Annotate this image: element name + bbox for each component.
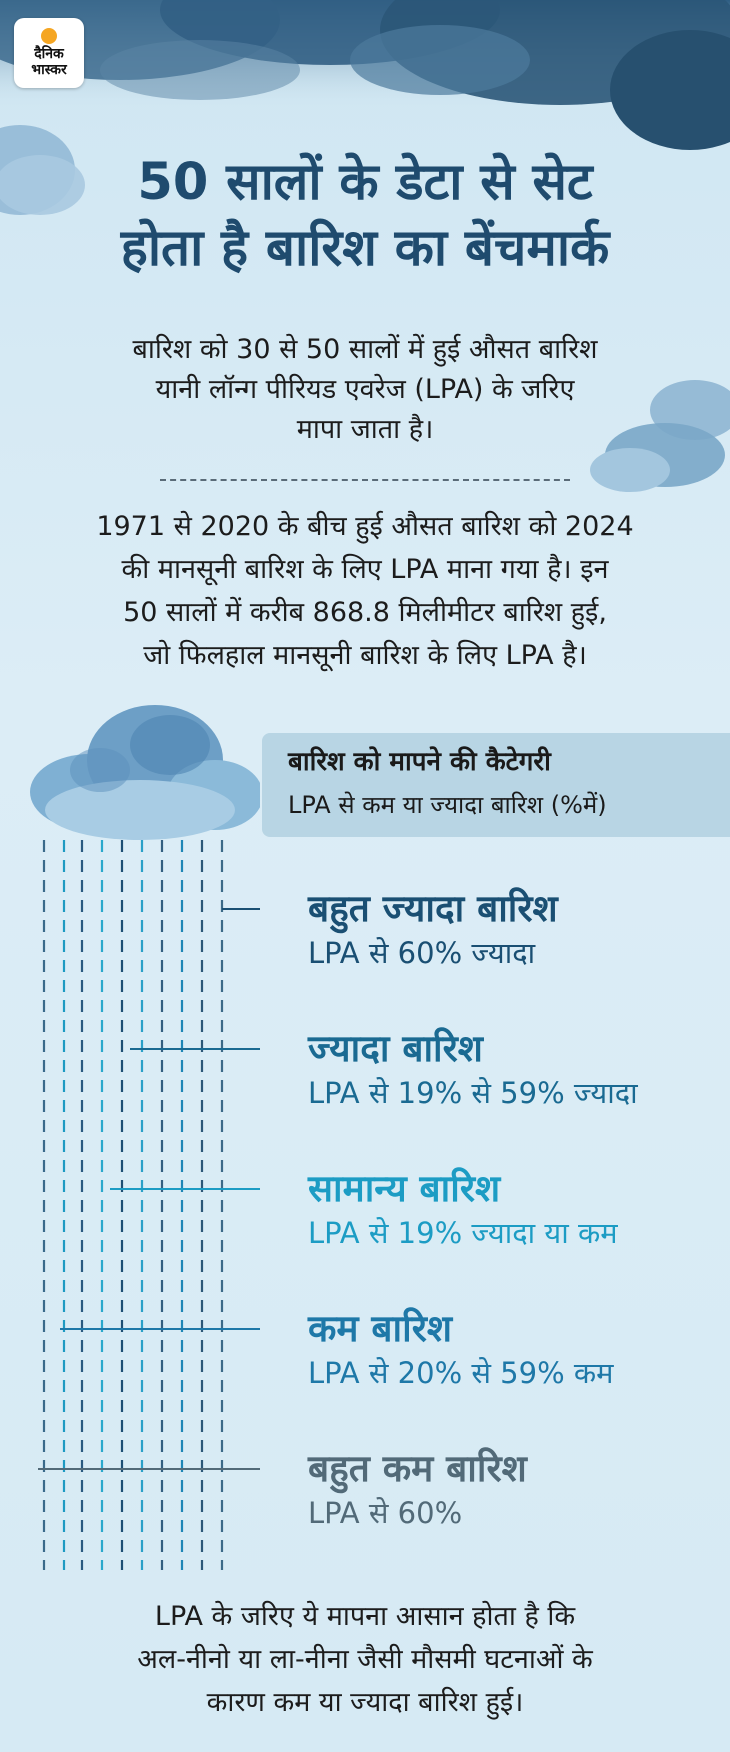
- intro-line-3: मापा जाता है।: [296, 414, 434, 445]
- arrow-high: [130, 1048, 260, 1050]
- category-name: बहुत कम बारिश: [308, 1447, 527, 1490]
- category-header-box: [262, 733, 730, 837]
- outro-line-3: कारण कम या ज्यादा बारिश हुई।: [206, 1687, 524, 1718]
- storm-cloud-banner: [0, 0, 730, 150]
- lpa-paragraph: 1971 से 2020 के बीच हुई औसत बारिश को 202…: [30, 505, 700, 677]
- left-cloud-decoration: [0, 125, 85, 215]
- paragraph-line-1: 1971 से 2020 के बीच हुई औसत बारिश को 202…: [96, 511, 634, 542]
- arrow-normal: [110, 1188, 260, 1190]
- outro-line-2: अल-नीनो या ला-नीना जैसी मौसमी घटनाओं के: [137, 1644, 593, 1675]
- paragraph-line-3: 50 सालों में करीब 868.8 मिलीमीटर बारिश ह…: [123, 597, 607, 628]
- category-header-subtitle: LPA से कम या ज्यादा बारिश (%में): [288, 791, 607, 819]
- intro-text: बारिश को 30 से 50 सालों में हुई औसत बारि…: [60, 330, 670, 450]
- outro-text: LPA के जरिए ये मापना आसान होता है कि अल-…: [40, 1595, 690, 1724]
- intro-line-1: बारिश को 30 से 50 सालों में हुई औसत बारि…: [132, 334, 598, 365]
- category-desc: LPA से 20% से 59% कम: [308, 1356, 614, 1390]
- category-name: ज्यादा बारिश: [308, 1027, 483, 1070]
- category-desc: LPA से 60%: [308, 1496, 463, 1530]
- dashed-divider: [160, 479, 570, 481]
- title-line-1: 50 सालों के डेटा से सेट: [137, 153, 593, 212]
- paragraph-line-4: जो फिलहाल मानसूनी बारिश के लिए LPA है।: [143, 640, 587, 671]
- category-desc: LPA से 19% ज्यादा या कम: [308, 1216, 618, 1250]
- logo-text: दैनिक भास्कर: [31, 46, 67, 78]
- category-desc: LPA से 19% से 59% ज्यादा: [308, 1076, 638, 1110]
- sun-icon: [41, 28, 57, 44]
- arrow-very-high: [222, 908, 260, 910]
- category-very-high-rain: बहुत ज्यादा बारिश LPA से 60% ज्यादा: [308, 886, 728, 974]
- title-line-2: होता है बारिश का बेंचमार्क: [120, 219, 610, 278]
- rain-cloud-diagram: [30, 705, 260, 1570]
- paragraph-line-2: की मानसूनी बारिश के लिए LPA माना गया है।…: [121, 554, 609, 585]
- dainik-bhaskar-logo: दैनिक भास्कर: [14, 18, 84, 88]
- category-name: कम बारिश: [308, 1307, 453, 1350]
- category-high-rain: ज्यादा बारिश LPA से 19% से 59% ज्यादा: [308, 1026, 728, 1114]
- category-normal-rain: सामान्य बारिश LPA से 19% ज्यादा या कम: [308, 1166, 728, 1254]
- category-name: सामान्य बारिश: [308, 1167, 501, 1210]
- outro-line-1: LPA के जरिए ये मापना आसान होता है कि: [154, 1601, 576, 1632]
- page-title: 50 सालों के डेटा से सेट होता है बारिश का…: [20, 150, 710, 282]
- category-desc: LPA से 60% ज्यादा: [308, 936, 536, 970]
- category-low-rain: कम बारिश LPA से 20% से 59% कम: [308, 1306, 728, 1394]
- arrow-low: [60, 1328, 260, 1330]
- right-cloud-decoration: [590, 380, 730, 492]
- intro-line-2: यानी लॉन्ग पीरियड एवरेज (LPA) के जरिए: [155, 374, 575, 405]
- category-very-low-rain: बहुत कम बारिश LPA से 60%: [308, 1446, 728, 1534]
- rain-cloud-icon: [30, 705, 260, 840]
- category-header-title: बारिश को मापने की कैटेगरी: [288, 747, 551, 777]
- category-name: बहुत ज्यादा बारिश: [308, 887, 558, 930]
- arrow-very-low: [38, 1468, 260, 1470]
